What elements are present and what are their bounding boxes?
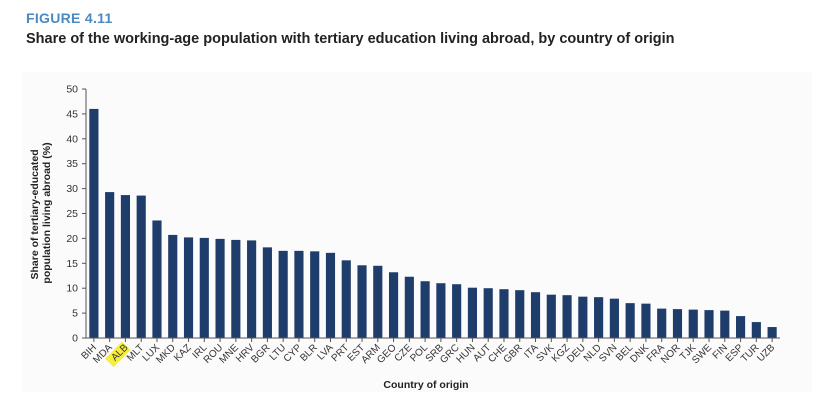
x-tick-label-gbr: GBR <box>502 342 525 365</box>
bar-swe <box>704 310 714 338</box>
y-tick-label: 10 <box>66 283 78 295</box>
figure-title: Share of the working-age population with… <box>26 31 675 47</box>
bar-blr <box>310 251 320 338</box>
bar-svn <box>609 298 619 338</box>
bar-kgz <box>562 295 572 338</box>
bar-lva <box>325 252 336 338</box>
bar-kaz <box>183 237 194 338</box>
y-tick-label: 5 <box>72 308 78 320</box>
bar-lux <box>152 220 162 338</box>
bar-nor <box>672 309 683 338</box>
y-axis-label-line-2: population living abroad (%) <box>41 142 53 283</box>
bar-hun <box>467 287 478 338</box>
bar-grc <box>452 284 462 338</box>
bar-svk <box>546 294 556 338</box>
bar-ita <box>530 292 541 338</box>
bar-alb <box>120 195 131 338</box>
bar-che <box>499 289 509 338</box>
bar-arm <box>373 265 383 338</box>
bar-hrv <box>247 240 257 338</box>
bar-fin <box>720 310 730 338</box>
y-tick-label: 20 <box>66 233 78 245</box>
highlight-marker <box>105 341 131 368</box>
bar-irl <box>199 237 209 338</box>
bar-est <box>357 265 367 338</box>
bar-tur <box>751 322 761 338</box>
bar-pol <box>420 281 430 338</box>
bars <box>89 108 777 338</box>
bar-tjk <box>688 309 698 338</box>
bar-rou <box>215 238 225 338</box>
bar-dnk <box>641 303 651 338</box>
bar-ltu <box>278 250 288 338</box>
x-axis-label: Country of origin <box>383 379 468 391</box>
y-axis-label: Share of tertiary-educated population li… <box>29 142 53 283</box>
y-tick-label: 50 <box>66 84 78 96</box>
bar-cyp <box>294 250 304 338</box>
bar-uzb <box>767 327 777 338</box>
bar-srb <box>436 283 446 338</box>
y-tick-label: 15 <box>66 258 78 270</box>
y-tick-label: 25 <box>66 208 78 220</box>
figure-number: FIGURE 4.11 <box>26 10 113 26</box>
bar-mkd <box>168 234 178 338</box>
bar-nld <box>594 297 604 338</box>
y-tick-label: 35 <box>66 158 78 170</box>
y-axis: 0 5 10 15 20 25 30 35 40 45 50 <box>66 84 87 345</box>
y-axis-label-line-1: Share of tertiary-educated <box>29 149 41 279</box>
bar-bgr <box>262 247 272 338</box>
bar-prt <box>341 260 351 338</box>
bar-mne <box>231 239 241 338</box>
bar-aut <box>483 288 493 338</box>
bar-geo <box>388 272 399 338</box>
bar-deu <box>578 296 588 338</box>
x-tick-label-uzb: UZB <box>755 342 777 364</box>
y-tick-label: 0 <box>72 333 78 345</box>
bar-gbr <box>515 290 525 338</box>
x-axis: BIHMDAALBMLTLUXMKDKAZIRLROUMNEHRVBGRLTUC… <box>79 337 780 368</box>
bar-fra <box>657 308 667 338</box>
y-tick-label: 30 <box>66 183 78 195</box>
y-tick-label: 45 <box>66 108 78 120</box>
bar-mlt <box>136 195 146 338</box>
bar-bel <box>625 303 635 338</box>
bar-esp <box>735 316 746 338</box>
y-tick-label: 40 <box>66 133 78 145</box>
bar-bih <box>89 108 99 338</box>
bar-mda <box>105 192 115 338</box>
bar-cze <box>404 276 414 338</box>
